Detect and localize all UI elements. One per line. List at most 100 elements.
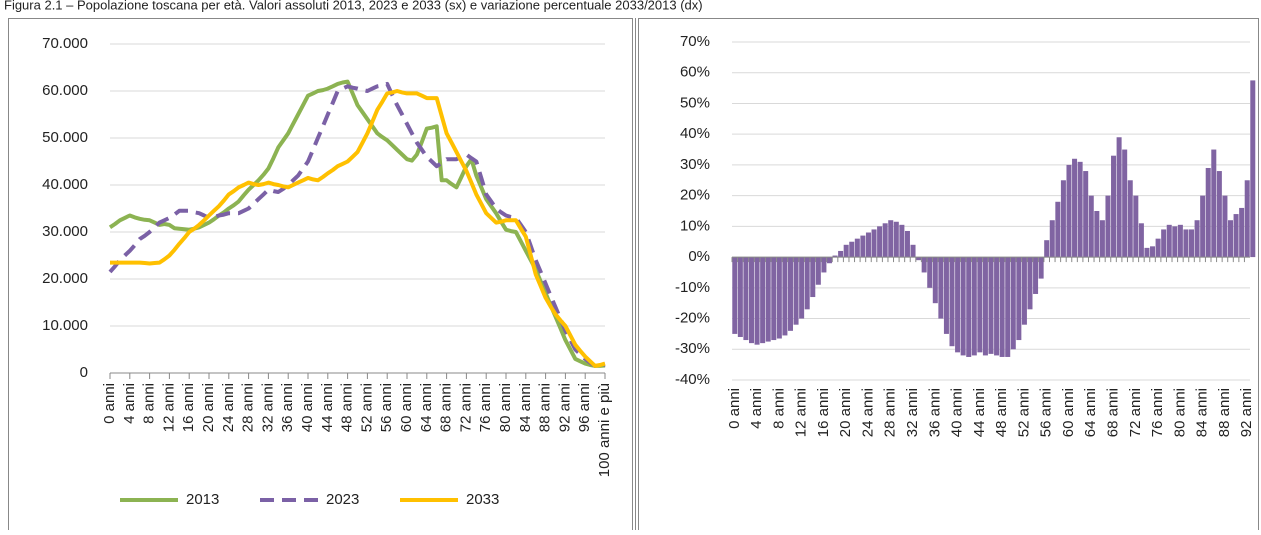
bar (994, 257, 1000, 356)
figure-caption: Figura 2.1 – Popolazione toscana per età… (4, 0, 703, 12)
x-tick-label: 80 anni (497, 383, 514, 432)
bar (1183, 229, 1189, 258)
bar (910, 244, 916, 258)
y-tick-label: 0 (80, 364, 88, 381)
bar (1033, 257, 1039, 294)
x-tick-label: 60 anni (1060, 388, 1077, 437)
bar (893, 221, 899, 258)
x-tick-label: 72 anni (457, 383, 474, 432)
y-tick-label: 70.000 (42, 35, 88, 52)
x-tick-label: 20 anni (837, 388, 854, 437)
bar (754, 257, 760, 345)
bar (899, 224, 905, 258)
bar (982, 257, 988, 356)
bar (1216, 171, 1222, 258)
bar (737, 257, 743, 337)
y-tick-label: -10% (675, 279, 710, 296)
y-tick-label: 60.000 (42, 82, 88, 99)
bar (1177, 224, 1183, 258)
bar (949, 257, 955, 347)
bar (960, 257, 966, 356)
bar (1144, 247, 1150, 258)
x-tick-label: 4 anni (748, 388, 765, 429)
x-tick-label: 68 anni (438, 383, 455, 432)
x-tick-label: 0 anni (101, 383, 118, 424)
bar (1049, 220, 1055, 258)
x-tick-label: 48 anni (993, 388, 1010, 437)
bar (1150, 246, 1156, 258)
x-tick-label: 24 anni (859, 388, 876, 437)
bar (826, 257, 832, 264)
bar (921, 257, 927, 273)
y-tick-label: -20% (675, 310, 710, 327)
bar (743, 257, 749, 341)
bar (955, 257, 961, 353)
bar (1099, 220, 1105, 258)
bar (1060, 180, 1066, 258)
bar (787, 257, 793, 331)
bar (988, 257, 994, 354)
x-tick-label: 60 anni (398, 383, 415, 432)
bar (1250, 80, 1256, 258)
x-tick-label: 64 anni (1082, 388, 1099, 437)
bar (832, 255, 838, 258)
bar (927, 257, 933, 288)
y-tick-label: 20% (680, 187, 710, 204)
bar (732, 257, 738, 334)
bar (1211, 149, 1217, 258)
bar (1244, 180, 1250, 258)
x-tick-label: 56 anni (378, 383, 395, 432)
bar (1044, 240, 1050, 258)
bar (1133, 195, 1139, 258)
bar (804, 257, 810, 310)
y-tick-label: 0% (688, 248, 710, 265)
bar (943, 257, 949, 334)
x-tick-label: 8 anni (141, 383, 158, 424)
bar (843, 244, 849, 258)
x-tick-label: 84 anni (517, 383, 534, 432)
bar (971, 257, 977, 356)
bar (1105, 195, 1111, 258)
bar (748, 257, 755, 344)
bar (888, 220, 894, 258)
bar (1222, 195, 1228, 258)
bar (1189, 229, 1195, 258)
y-tick-label: 40.000 (42, 176, 88, 193)
x-tick-label: 16 anni (180, 383, 197, 432)
bar (765, 257, 771, 342)
bar (810, 257, 816, 298)
bar (1038, 257, 1044, 279)
y-tick-label: 30% (680, 156, 710, 173)
bar (938, 257, 944, 319)
bar (1094, 211, 1100, 258)
bar (1172, 226, 1178, 258)
bar (1205, 167, 1211, 258)
bar (1122, 149, 1128, 258)
bar (1161, 229, 1167, 258)
y-tick-label: 20.000 (42, 270, 88, 287)
x-tick-label: 36 anni (279, 383, 296, 432)
bar (782, 257, 788, 336)
bar (932, 257, 938, 304)
bar (1083, 171, 1089, 258)
x-tick-label: 56 anni (1038, 388, 1055, 437)
bar (1200, 195, 1206, 258)
x-tick-label: 4 anni (121, 383, 138, 424)
x-tick-label: 40 anni (949, 388, 966, 437)
x-tick-label: 80 anni (1171, 388, 1188, 437)
x-tick-label: 64 anni (418, 383, 435, 432)
x-tick-label: 8 anni (770, 388, 787, 429)
x-tick-label: 100 anni e più (596, 383, 613, 477)
bar (1055, 201, 1061, 258)
bar (776, 257, 782, 339)
x-tick-label: 92 anni (1238, 388, 1255, 437)
bar (999, 257, 1005, 357)
x-tick-label: 88 anni (1216, 388, 1233, 437)
bar (1166, 224, 1172, 258)
bar (1077, 161, 1083, 258)
x-tick-label: 52 anni (1015, 388, 1032, 437)
legend-label: 2033 (466, 491, 499, 508)
bar (904, 230, 910, 258)
